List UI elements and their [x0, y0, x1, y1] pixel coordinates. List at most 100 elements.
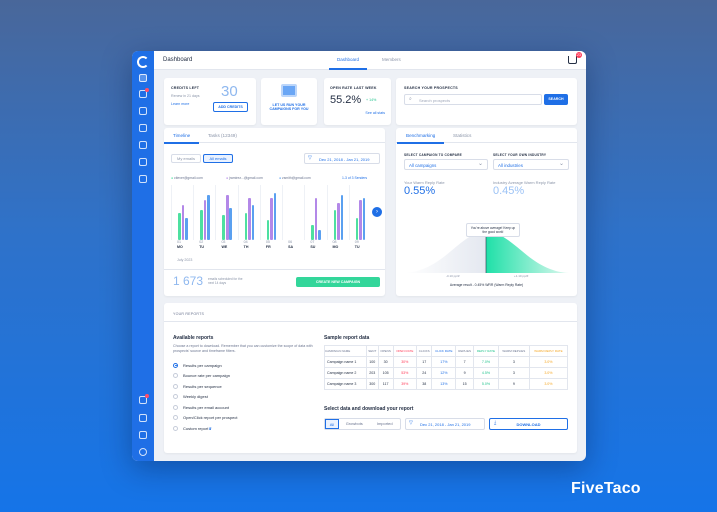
- report-option-label: Weekly digest: [183, 394, 208, 400]
- table-cell: 9: [497, 378, 530, 390]
- add-credits-button[interactable]: ADD CREDITS: [213, 102, 248, 112]
- tab-timeline[interactable]: Timeline: [163, 133, 200, 144]
- divider: [164, 321, 577, 322]
- report-date-picker[interactable]: ▽ Dec 21, 2018 - Jan 21, 2019: [405, 418, 485, 430]
- tab-benchmarking[interactable]: Benchmarking: [396, 133, 445, 144]
- settings-icon[interactable]: [139, 431, 147, 439]
- mail-icon[interactable]: [139, 175, 147, 183]
- timeline-bar: [314, 197, 318, 240]
- sender-1: ● ctiever@gmail.com: [171, 176, 203, 180]
- timeline-day-column[interactable]: [282, 185, 304, 240]
- create-campaign-button[interactable]: CREATE NEW CAMPAIGN: [296, 277, 380, 287]
- table-cell: 13%: [431, 378, 457, 390]
- campaign-select[interactable]: All campaigns: [404, 159, 488, 170]
- timeline-bar: [185, 217, 188, 240]
- table-cell: 3: [497, 356, 530, 368]
- source-tab-imported[interactable]: Imported: [376, 421, 393, 426]
- industry-select-value: All industries: [498, 163, 523, 168]
- tab-statistics[interactable]: Statistics: [453, 133, 472, 138]
- open-rate-card: OPEN RATE LAST WEEK 55.2% + 14% See all …: [324, 78, 391, 125]
- tab-members[interactable]: Members: [382, 57, 401, 62]
- notification-dot: [145, 88, 149, 92]
- table-row: Campaign name 1 100 30 30% 17 17% 7 7.0% 3 3.0%: [324, 356, 569, 368]
- learn-more-link[interactable]: Learn more: [171, 102, 190, 106]
- search-icon[interactable]: [139, 107, 147, 115]
- timeline-bar: [244, 212, 248, 240]
- tab-dashboard[interactable]: Dashboard: [328, 57, 368, 70]
- weekday-label: TU: [199, 245, 205, 249]
- table-cell: 3: [497, 367, 530, 379]
- building-icon[interactable]: [139, 141, 147, 149]
- table-header-cell: CLICKS: [416, 345, 433, 357]
- timeline-bar: [362, 197, 366, 240]
- table-cell: 3.0%: [528, 367, 569, 379]
- gift-icon[interactable]: [139, 396, 147, 404]
- radio-icon[interactable]: [173, 415, 178, 421]
- radio-selected-icon[interactable]: [173, 362, 178, 368]
- radio-icon[interactable]: [173, 425, 178, 431]
- report-option[interactable]: Custom report ♛: [173, 423, 313, 434]
- source-tab-growbots[interactable]: Growbots: [345, 421, 363, 426]
- source-tab-all[interactable]: All: [325, 419, 339, 429]
- timeline-day-column[interactable]: [193, 185, 215, 240]
- see-all-stats-link[interactable]: See all stats: [365, 111, 385, 115]
- industry-select[interactable]: All industries: [493, 159, 569, 170]
- timeline-day-column[interactable]: [171, 185, 193, 240]
- filter-my-emails[interactable]: My emails: [171, 154, 201, 163]
- scheduled-count: 1 673: [173, 274, 204, 288]
- report-option[interactable]: Results per campaign: [173, 360, 313, 371]
- search-button[interactable]: SEARCH: [544, 94, 568, 105]
- timeline-day-column[interactable]: [326, 185, 349, 240]
- timeline-bar: [222, 215, 226, 240]
- sender-pager[interactable]: 1-3 of 3 Senders: [342, 176, 368, 180]
- day-number: 01: [177, 240, 181, 244]
- timeline-bar: [340, 195, 344, 240]
- timeline-day-column[interactable]: [259, 185, 282, 240]
- next-arrow-icon[interactable]: ›: [372, 207, 382, 217]
- stats-icon[interactable]: [139, 124, 147, 132]
- promo-card[interactable]: LET US RUN YOUR CAMPAIGNS FOR YOU: [261, 78, 317, 125]
- report-option-label: Open/Click report per prospect: [183, 415, 238, 421]
- report-option[interactable]: Bounce rate per campaign: [173, 371, 313, 382]
- table-header-cell: REPLY RATE: [473, 345, 499, 357]
- table-cell: 105: [377, 367, 394, 379]
- dashboard-icon[interactable]: [139, 74, 147, 82]
- search-input[interactable]: ⌕ Search prospects: [404, 94, 542, 105]
- radio-icon[interactable]: [173, 383, 178, 389]
- report-option[interactable]: Results per email account: [173, 402, 313, 413]
- filter-all-emails[interactable]: All emails: [203, 154, 233, 163]
- radio-icon[interactable]: [173, 373, 178, 379]
- report-option[interactable]: Results per sequence: [173, 381, 313, 392]
- store-icon: [281, 84, 297, 97]
- scheduled-text: emails scheduled for the next 14 days: [208, 277, 243, 285]
- cart-icon[interactable]: 23: [568, 52, 582, 64]
- power-icon[interactable]: [139, 448, 147, 456]
- brand-logo: FiveTaco: [571, 480, 641, 497]
- timeline-bar: [318, 230, 321, 240]
- app-window: Dashboard Dashboard Members 23 CREDITS L…: [132, 51, 586, 461]
- report-option[interactable]: Weekly digest: [173, 392, 313, 403]
- timeline-day-column[interactable]: [348, 185, 371, 240]
- timeline-tabs: Timeline Tasks (12349): [163, 128, 385, 144]
- radio-icon[interactable]: [173, 404, 178, 410]
- timeline-bar: [273, 192, 277, 240]
- timeline-day-column[interactable]: [304, 185, 326, 240]
- report-option[interactable]: Open/Click report per prospect: [173, 413, 313, 424]
- docs-icon[interactable]: [139, 414, 147, 422]
- day-label: 01 MO: [177, 240, 189, 250]
- sample-report-title: Sample report data: [324, 335, 370, 341]
- timeline-day-column[interactable]: [215, 185, 237, 240]
- timeline-date-picker[interactable]: ▽ Dec 21, 2018 - Jan 21, 2019: [304, 153, 380, 164]
- download-button[interactable]: ⤓ DOWNLOAD: [489, 418, 568, 430]
- table-cell: 24: [416, 367, 433, 379]
- timeline-bar: [248, 197, 251, 240]
- tab-tasks[interactable]: Tasks (12349): [208, 133, 237, 138]
- campaigns-icon[interactable]: [139, 90, 147, 98]
- benchmark-card: Benchmarking Statistics SELECT CAMPAIGN …: [396, 128, 577, 296]
- timeline-day-column[interactable]: [237, 185, 260, 240]
- radio-icon[interactable]: [173, 394, 178, 400]
- table-cell: 5.0%: [473, 378, 499, 390]
- users-icon[interactable]: [139, 158, 147, 166]
- industry-rate-value: 0.45%: [493, 185, 525, 197]
- table-header-cell: OPEN RATE: [392, 345, 418, 357]
